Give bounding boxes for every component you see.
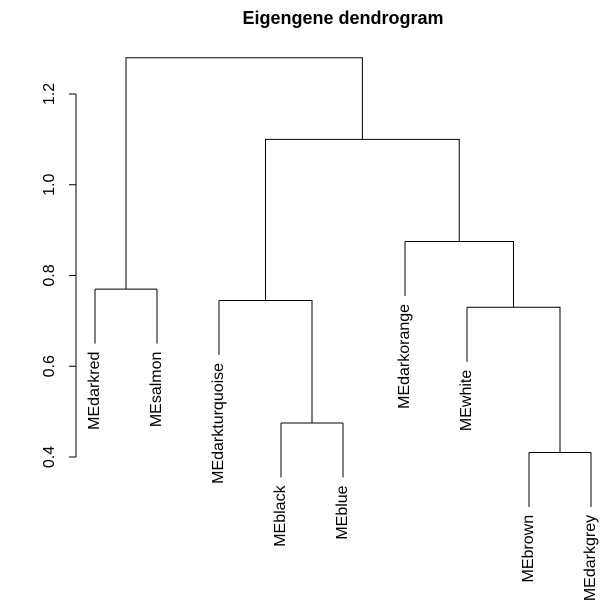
- y-tick-label: 1.0: [41, 174, 58, 196]
- merge-branch: [219, 299, 313, 423]
- leaf-label: MEblack: [272, 484, 289, 546]
- leaf-label: MEwhite: [458, 370, 475, 431]
- leaf-label: MEdarkorange: [396, 304, 413, 409]
- leaf-label: MEdarkred: [86, 352, 103, 430]
- leaf-label: MEbrown: [520, 515, 537, 583]
- merge-branch: [467, 306, 561, 453]
- leaf-label: MEdarkgrey: [582, 515, 599, 601]
- merge-branch: [405, 240, 514, 308]
- leaf-labels: MEdarkred MEsalmon MEdarkturquoise MEblack M…: [86, 304, 599, 601]
- y-tick-label: 0.6: [41, 355, 58, 377]
- leaf-label: MEsalmon: [148, 352, 165, 428]
- y-axis: 0.4 0.6 0.8 1.0 1.2: [41, 83, 77, 468]
- y-tick-label: 0.4: [41, 446, 58, 468]
- merge-branch: [265, 138, 460, 301]
- leaf-label: MEdarkturquoise: [210, 363, 227, 484]
- merge-branch: [125, 57, 363, 290]
- chart-title: Eigengene dendrogram: [242, 8, 443, 28]
- y-tick-label: 0.8: [41, 264, 58, 286]
- y-tick-label: 1.2: [41, 83, 58, 105]
- leaf-label: MEblue: [334, 485, 351, 539]
- dendrogram-branches: [94, 57, 592, 507]
